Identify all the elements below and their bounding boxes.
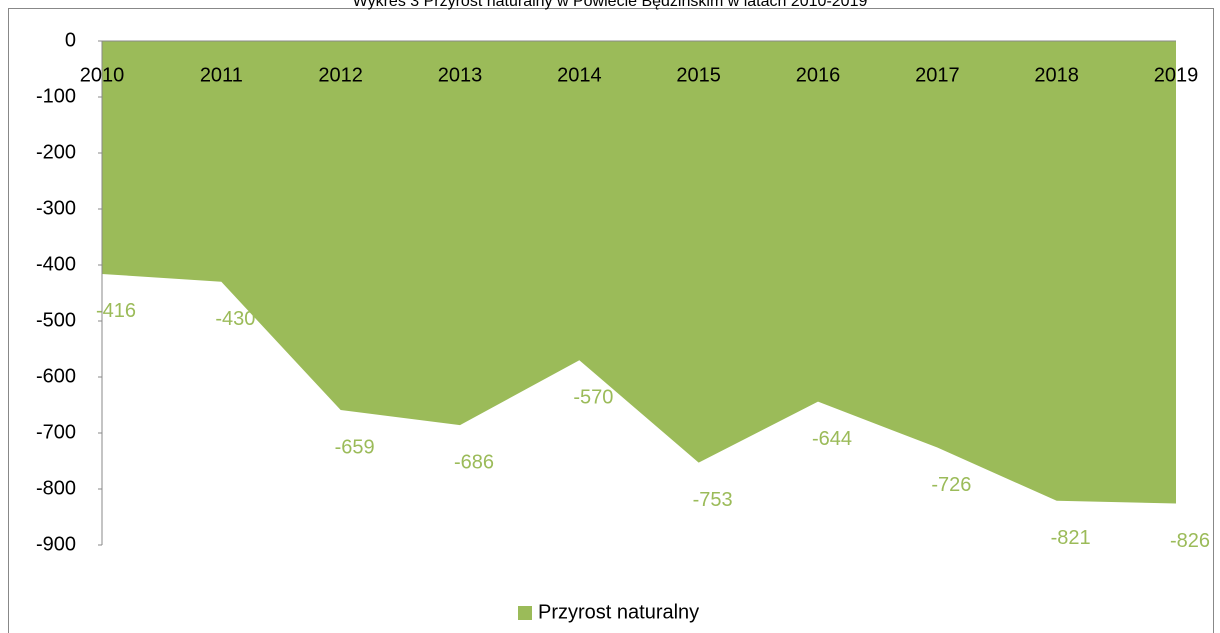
- data-label: -726: [931, 474, 971, 496]
- x-tick-label: 2010: [80, 64, 125, 86]
- area: [102, 41, 1176, 504]
- y-tick-label: -300: [36, 197, 76, 219]
- x-tick-label: 2018: [1034, 64, 1079, 86]
- chart-frame: [8, 8, 1214, 633]
- data-label: -570: [573, 386, 613, 408]
- y-tick-label: 0: [65, 29, 76, 51]
- data-label: -430: [215, 308, 255, 330]
- x-tick-label: 2016: [796, 64, 841, 86]
- x-tick-label: 2013: [438, 64, 483, 86]
- data-label: -659: [335, 436, 375, 458]
- data-label: -753: [693, 489, 733, 511]
- data-label: -821: [1051, 527, 1091, 549]
- legend-swatch: [518, 606, 532, 620]
- x-tick-label: 2017: [915, 64, 960, 86]
- data-label: -644: [812, 428, 852, 450]
- x-tick-label: 2015: [676, 64, 721, 86]
- y-tick-label: -200: [36, 141, 76, 163]
- y-tick-label: -900: [36, 533, 76, 555]
- x-tick-label: 2011: [200, 64, 243, 86]
- chart-title: Wykres 3 Przyrost naturalny w Powiecie B…: [353, 0, 868, 10]
- data-label: -416: [96, 300, 136, 322]
- y-tick-label: -700: [36, 421, 76, 443]
- data-label: -686: [454, 451, 494, 473]
- x-tick-label: 2014: [557, 64, 602, 86]
- data-label: -826: [1170, 530, 1210, 552]
- y-tick-label: -400: [36, 253, 76, 275]
- x-tick-label: 2012: [318, 64, 363, 86]
- legend-label: Przyrost naturalny: [538, 601, 699, 623]
- y-tick-label: -500: [36, 309, 76, 331]
- y-tick-label: -800: [36, 477, 76, 499]
- y-tick-label: -600: [36, 365, 76, 387]
- x-tick-label: 2019: [1154, 64, 1199, 86]
- y-tick-label: -100: [36, 85, 76, 107]
